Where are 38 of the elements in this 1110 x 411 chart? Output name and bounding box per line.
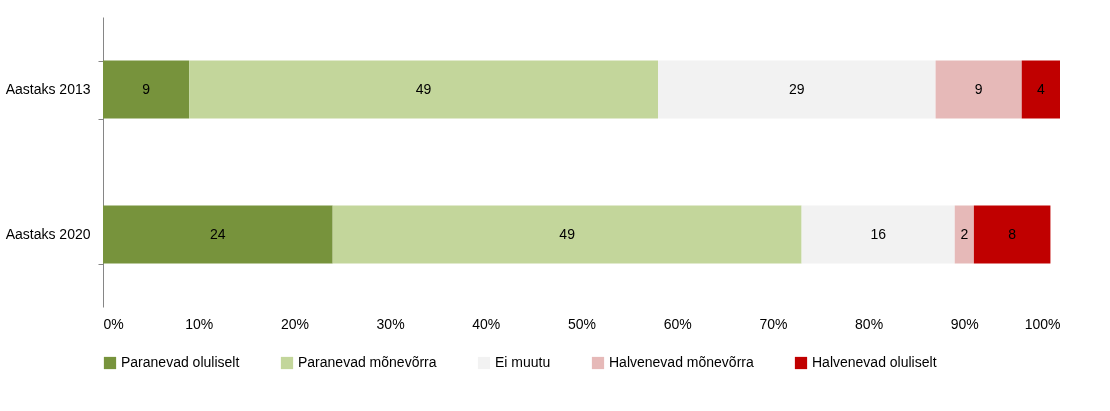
data-label: 9: [974, 80, 983, 97]
x-tick-label: 30%: [376, 315, 405, 332]
data-label: 8: [1008, 225, 1017, 242]
data-label: 9: [142, 80, 151, 97]
x-tick-label: 70%: [759, 315, 788, 332]
x-tick-label: 50%: [567, 315, 597, 332]
x-tick-label: 20%: [280, 315, 309, 332]
legend-label: Paranevad mõnevõrra: [298, 354, 437, 370]
y-tick-label: Aastaks 2013: [5, 81, 91, 97]
legend-label: Ei muutu: [495, 354, 551, 370]
data-label: 2: [960, 225, 969, 242]
bar: [189, 60, 659, 119]
data-label: 49: [559, 225, 576, 242]
x-tick-label: 80%: [855, 315, 884, 332]
bar: [658, 60, 936, 119]
bar: [935, 60, 1022, 119]
bar: [103, 205, 333, 264]
x-tick-label: 10%: [185, 315, 214, 332]
data-label: 16: [870, 225, 887, 242]
data-label: 49: [415, 80, 432, 97]
bar: [103, 60, 190, 119]
data-label: 24: [210, 225, 226, 242]
y-tick-label: Aastaks 2020: [5, 226, 91, 242]
legend-label: Halvenevad mõnevõrra: [609, 354, 754, 370]
x-tick-label: 60%: [663, 315, 692, 332]
x-tick-label: 40%: [472, 315, 501, 332]
legend-label: Paranevad oluliselt: [121, 354, 240, 370]
legend-label: Halvenevad oluliselt: [812, 354, 937, 370]
x-tick-label: 0%: [103, 315, 124, 332]
x-tick-label: 90%: [950, 315, 979, 332]
bar: [332, 205, 802, 264]
bar: [973, 205, 1051, 264]
bar: [1021, 60, 1060, 119]
data-label: 29: [789, 80, 805, 97]
data-label: 4: [1036, 80, 1045, 97]
bar: [954, 205, 974, 264]
bar: [801, 205, 955, 264]
x-tick-label: 100%: [1024, 315, 1061, 332]
